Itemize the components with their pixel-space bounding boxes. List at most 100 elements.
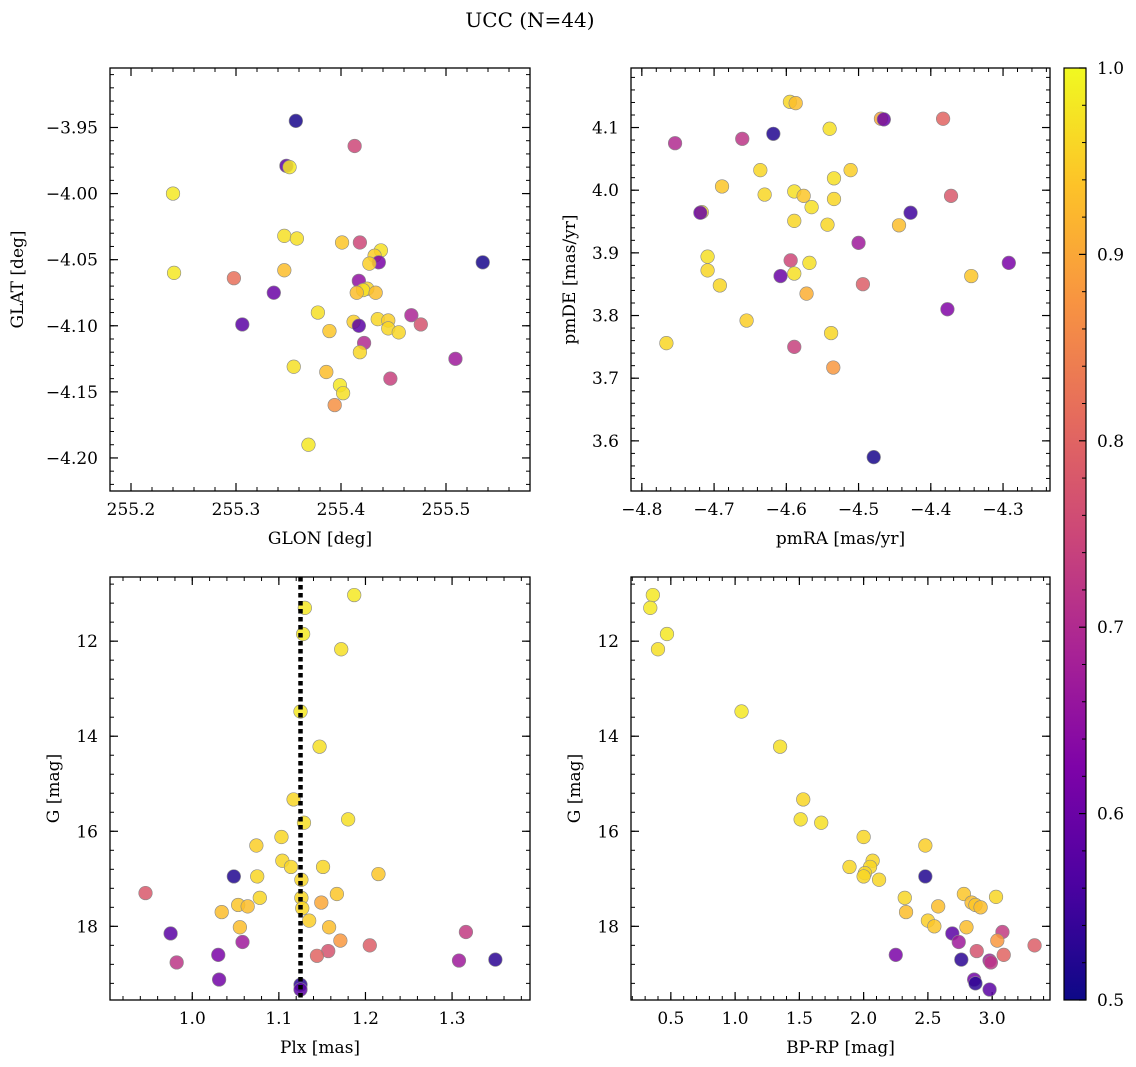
- scatter-point: [301, 437, 316, 452]
- scatter-point: [336, 386, 351, 401]
- scatter-point: [964, 268, 979, 284]
- y-tick-label: −4.05: [46, 251, 98, 271]
- scatter-point: [787, 213, 802, 229]
- scatter-point: [488, 952, 503, 967]
- y-tick-label: −4.20: [46, 449, 98, 469]
- scatter-point: [931, 899, 946, 914]
- scatter-point: [650, 642, 666, 657]
- scatter-point: [266, 285, 281, 300]
- scatter-point: [753, 163, 768, 178]
- y-axis-label: pmDE [mas/yr]: [560, 214, 580, 344]
- y-axis-label: G [mag]: [565, 754, 585, 823]
- scatter-point: [235, 934, 250, 950]
- scatter-point: [983, 955, 998, 970]
- scatter-point: [413, 317, 428, 332]
- y-tick-label: 16: [597, 822, 619, 842]
- scatter-point: [787, 266, 802, 281]
- panel-pos: 255.2 255.3 255.4 255.5 −3.95 −4.00 −4.05 −4.10…: [8, 67, 531, 549]
- x-tick-label: −4.8: [621, 500, 662, 520]
- scatter-point: [347, 587, 362, 603]
- scatter-point: [766, 126, 781, 141]
- colorbar-tick-label: 1.0: [1097, 59, 1124, 79]
- x-axis-label: Plx [mas]: [280, 1038, 360, 1058]
- x-tick-label: 0.5: [657, 1009, 684, 1029]
- scatter-point: [996, 947, 1011, 962]
- scatter-point: [315, 859, 331, 875]
- scatter-point: [226, 271, 241, 286]
- scatter-point: [404, 308, 419, 323]
- scatter-point: [851, 235, 866, 250]
- scatter-points: [643, 587, 1042, 997]
- y-tick-label: 14: [597, 727, 619, 747]
- scatter-point: [856, 829, 871, 845]
- scatter-point: [391, 325, 406, 340]
- x-tick-label: 1.3: [439, 1009, 466, 1029]
- scatter-point: [138, 885, 153, 901]
- scatter-point: [826, 171, 842, 186]
- scatter-point: [341, 812, 356, 827]
- scatter-point: [822, 121, 837, 136]
- scatter-point: [277, 263, 292, 278]
- scatter-point: [918, 869, 933, 884]
- scatter-point: [286, 792, 301, 807]
- axes-frame: [630, 67, 1051, 492]
- scatter-point: [368, 285, 383, 300]
- x-tick-label: −4.4: [910, 500, 951, 520]
- scatter-point: [876, 112, 891, 127]
- scatter-point: [856, 869, 871, 884]
- scatter-point: [897, 890, 912, 905]
- panel-plx: 1.0 1.1 1.2 1.3 12 14 16 18 Plx [mas] G [mag]: [44, 576, 531, 1058]
- scatter-point: [855, 277, 870, 292]
- scatter-point: [302, 913, 317, 928]
- scatter-point: [645, 587, 660, 603]
- scatter-point: [252, 890, 267, 905]
- axis-ticks: 0.5 1.0 1.5 2.0 2.5 3.0 12 14 16 18: [597, 577, 1050, 1029]
- scatter-point: [734, 704, 749, 719]
- y-tick-label: −4.15: [46, 383, 98, 403]
- x-tick-label: 1.0: [722, 1009, 749, 1029]
- scatter-point: [288, 113, 303, 128]
- scatter-point: [843, 163, 858, 178]
- scatter-point: [349, 285, 364, 300]
- scatter-point: [309, 948, 325, 963]
- scatter-point: [988, 889, 1004, 904]
- y-axis-label: GLAT [deg]: [8, 230, 28, 328]
- x-tick-label: 2.5: [914, 1009, 941, 1029]
- y-tick-label: 4.0: [592, 181, 619, 201]
- scatter-point: [212, 972, 227, 987]
- colorbar-frame: [1063, 67, 1087, 1001]
- scatter-point: [458, 924, 474, 940]
- scatter-point: [693, 205, 708, 220]
- scatter-point: [773, 268, 788, 284]
- y-tick-label: 12: [76, 632, 98, 652]
- scatter-point: [990, 933, 1005, 948]
- scatter-point: [451, 953, 467, 968]
- scatter-point: [322, 323, 337, 339]
- scatter-point: [799, 286, 814, 301]
- scatter-point: [871, 872, 887, 887]
- axes-frame: [109, 576, 531, 1001]
- x-tick-label: −4.5: [838, 500, 879, 520]
- scatter-point: [954, 952, 969, 967]
- scatter-point: [826, 360, 841, 375]
- scatter-point: [334, 235, 350, 250]
- axis-ticks: 255.2 255.3 255.4 255.5 −3.95 −4.00 −4.05 −4.10…: [46, 68, 531, 520]
- y-tick-label: 3.8: [592, 307, 619, 327]
- scatter-point: [362, 256, 377, 271]
- colorbar-tick-label: 0.5: [1097, 991, 1124, 1011]
- scatter-point: [329, 886, 344, 902]
- scatter-point: [804, 200, 819, 215]
- scatter-point: [700, 249, 715, 264]
- scatter-point: [321, 920, 337, 935]
- panel-pm: −4.8 −4.7 −4.6 −4.5 −4.4 −4.3 3.6 3.7 3.8 3.9 4.0 4…: [560, 67, 1051, 549]
- scatter-point: [235, 317, 250, 332]
- scatter-point: [757, 187, 772, 202]
- axis-ticks: 1.0 1.1 1.2 1.3 12 14 16 18: [76, 577, 530, 1029]
- scatter-point: [820, 217, 835, 232]
- scatter-point: [169, 955, 184, 970]
- panel-cmd: 0.5 1.0 1.5 2.0 2.5 3.0 12 14 16 18 BP-RP [mag] G […: [565, 576, 1051, 1058]
- y-tick-label: 16: [76, 822, 98, 842]
- scatter-point: [842, 859, 857, 875]
- x-tick-label: 255.3: [212, 500, 261, 520]
